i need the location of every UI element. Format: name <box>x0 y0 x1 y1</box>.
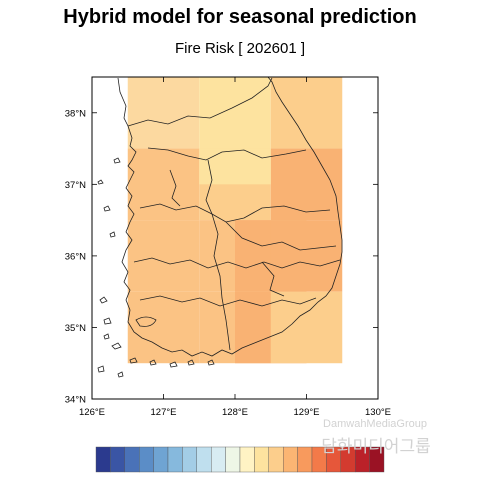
colorbar-swatch <box>210 446 226 473</box>
islands-west <box>97 157 121 238</box>
grid-cell <box>270 220 343 292</box>
lon-tick-label: 127°E <box>151 407 177 418</box>
colorbar-swatch <box>153 446 169 473</box>
colorbar-swatch <box>268 446 284 473</box>
province-boundaries-7 <box>169 169 181 207</box>
watermark-text: DamwahMediaGroup <box>323 418 427 430</box>
lon-tick-label: 128°E <box>222 407 248 418</box>
grid-cell <box>270 77 343 149</box>
colorbar-swatch <box>239 446 255 473</box>
colorbar-swatch <box>95 446 111 473</box>
islands-southwest <box>97 296 215 378</box>
island-jeju-like <box>135 316 157 327</box>
grid-cell <box>127 148 200 221</box>
grid-cell <box>199 77 271 149</box>
province-boundaries-4 <box>205 159 231 351</box>
grid-cell <box>199 148 235 185</box>
grid-cell <box>235 148 271 185</box>
colorbar-swatch <box>167 446 183 473</box>
lat-tick-label: 35°N <box>65 323 86 334</box>
watermark-korean: 담화미디어그룹 <box>321 437 430 457</box>
coastline <box>97 77 343 378</box>
province-boundaries-3 <box>133 257 341 269</box>
lon-tick-label: 130°E <box>365 407 391 418</box>
peninsula-outline <box>117 77 343 357</box>
province-boundaries-8 <box>261 261 285 297</box>
grid-cell <box>127 220 200 292</box>
lat-tick-label: 38°N <box>65 108 86 119</box>
colorbar-swatch <box>138 446 154 473</box>
province-boundaries-6 <box>139 295 317 307</box>
lat-tick-label: 36°N <box>65 251 86 262</box>
chart-title: Hybrid model for seasonal prediction <box>63 6 417 28</box>
colorbar-swatch <box>369 446 385 473</box>
grid-cell <box>127 291 200 364</box>
lon-tick-label: 126°E <box>79 407 105 418</box>
chart-subtitle: Fire Risk [ 202601 ] <box>174 40 306 57</box>
lat-tick-label: 34°N <box>65 395 86 406</box>
colorbar-swatch <box>297 446 313 473</box>
colorbar <box>95 446 385 473</box>
colorbar-swatch <box>225 446 241 473</box>
colorbar-swatch <box>124 446 140 473</box>
grid-cell <box>270 291 343 364</box>
dmz-border <box>127 77 273 127</box>
colorbar-swatch <box>254 446 269 473</box>
province-boundaries <box>147 147 307 161</box>
lon-tick-label: 129°E <box>294 407 320 418</box>
colorbar-swatch <box>110 446 126 473</box>
colorbar-swatch <box>182 446 197 473</box>
colorbar-swatch <box>283 446 298 473</box>
province-boundaries-5 <box>225 221 337 251</box>
lat-tick-label: 37°N <box>65 180 86 191</box>
colorbar-swatch <box>196 446 212 473</box>
grid-cell <box>127 77 200 149</box>
grid-cell <box>270 148 343 221</box>
